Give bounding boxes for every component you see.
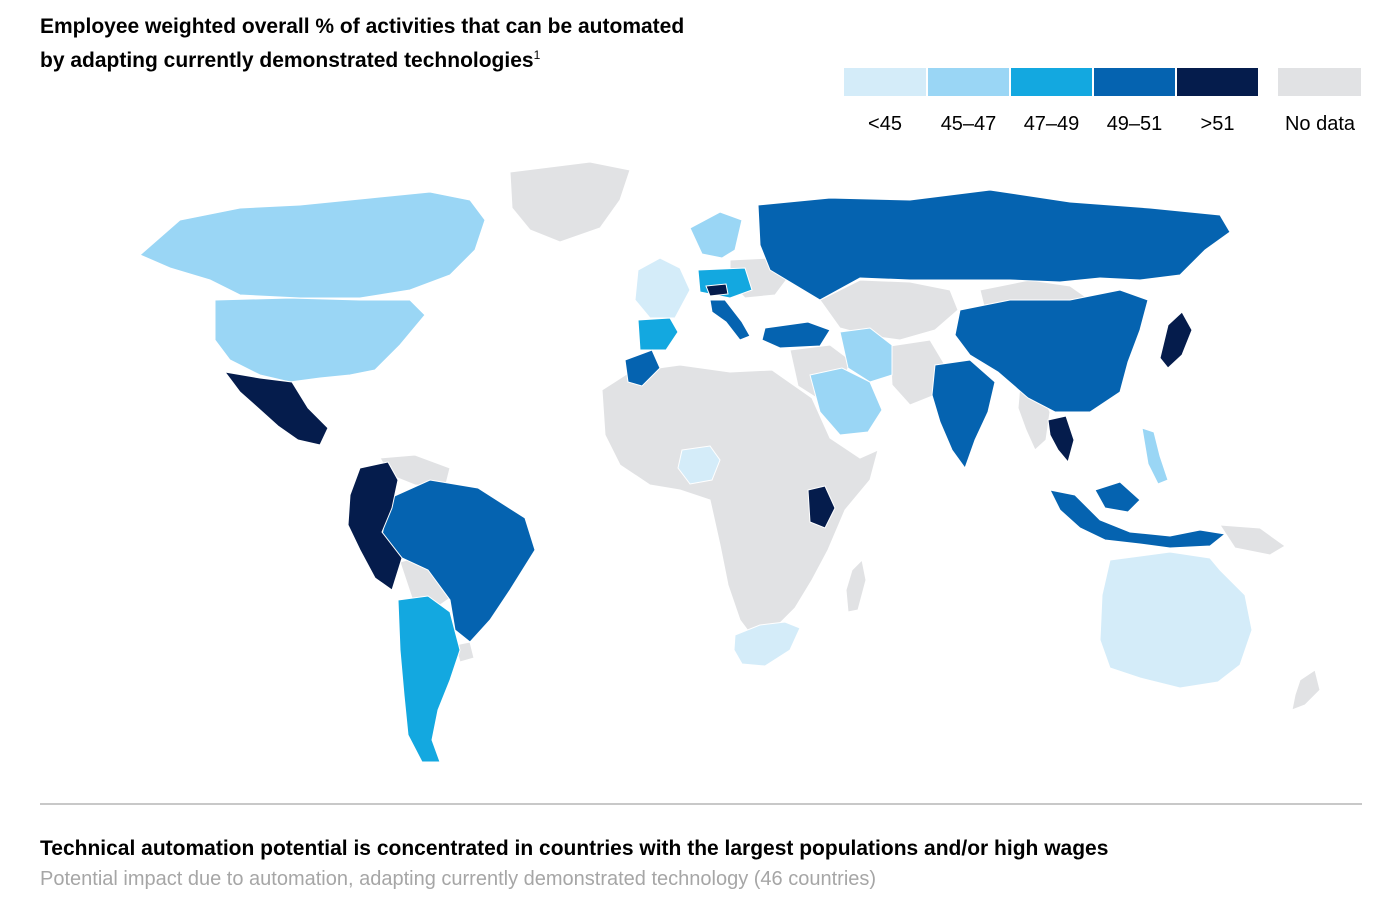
region-italy <box>709 299 751 341</box>
region-philippines <box>1141 427 1169 485</box>
legend-label-lt45: <45 <box>868 113 902 135</box>
region-south-africa <box>733 621 801 667</box>
region-indonesia <box>1049 489 1227 549</box>
region-new-guinea <box>1219 524 1286 556</box>
region-africa <box>601 364 879 641</box>
legend-label-gt51: >51 <box>1200 113 1235 135</box>
legend-swatch-49-51 <box>1094 68 1175 96</box>
region-czechia <box>705 283 729 297</box>
title-line-2-text: by adapting currently demonstrated techn… <box>40 49 534 72</box>
range-lt45-regions <box>634 257 1253 689</box>
footer-subtitle: Potential impact due to automation, adap… <box>40 868 877 890</box>
footnote-mark: 1 <box>533 48 541 62</box>
region-colombia-peru <box>347 461 403 591</box>
legend-label-45-47: 45–47 <box>940 113 997 135</box>
region-spain <box>637 317 679 351</box>
region-iran <box>839 327 893 383</box>
region-india <box>931 359 996 470</box>
region-thailand <box>1047 415 1075 464</box>
range-gt51-regions <box>223 283 1193 591</box>
legend-swatch-lt45 <box>844 68 926 96</box>
region-kenya <box>807 485 836 529</box>
legend-swatch-47-49 <box>1011 68 1092 96</box>
title-line-1: Employee weighted overall % of activitie… <box>40 15 685 38</box>
region-usa <box>214 297 426 383</box>
region-russia <box>757 189 1231 301</box>
region-france-uk <box>634 257 691 319</box>
region-scandinavia <box>689 211 743 259</box>
range-47-49-regions <box>397 267 753 763</box>
region-china <box>954 289 1149 413</box>
legend-swatch-45-47 <box>928 68 1009 96</box>
legend-label-no-data: No data <box>1284 113 1356 135</box>
range-45-47-regions <box>139 191 1169 485</box>
range-49-51-regions <box>381 189 1231 643</box>
region-new-zealand <box>1291 669 1321 711</box>
legend-swatch-gt51 <box>1177 68 1258 96</box>
region-malaysia <box>1094 481 1141 513</box>
region-brazil <box>381 479 536 643</box>
region-madagascar <box>845 558 867 613</box>
divider-line <box>40 803 1362 805</box>
region-saudi-arabia <box>809 367 883 436</box>
color-legend: <45 45–47 47–49 49–51 >51 No data <box>844 68 1364 138</box>
world-map <box>139 161 1321 763</box>
footer-title: Technical automation potential is concen… <box>40 837 1109 860</box>
legend-swatch-no-data <box>1278 68 1361 96</box>
region-greenland <box>509 161 631 243</box>
map-title: Employee weighted overall % of activitie… <box>40 12 820 75</box>
region-turkey <box>761 321 831 349</box>
region-canada-alaska <box>139 191 486 299</box>
legend-label-47-49: 47–49 <box>1023 113 1080 135</box>
region-nigeria <box>677 445 721 485</box>
title-line-2: by adapting currently demonstrated techn… <box>40 41 820 75</box>
legend-label-49-51: 49–51 <box>1106 113 1163 135</box>
region-australia <box>1099 551 1253 689</box>
region-argentina-chile <box>397 595 461 763</box>
region-mexico <box>223 371 329 446</box>
region-morocco <box>624 349 661 387</box>
region-japan <box>1159 311 1193 369</box>
